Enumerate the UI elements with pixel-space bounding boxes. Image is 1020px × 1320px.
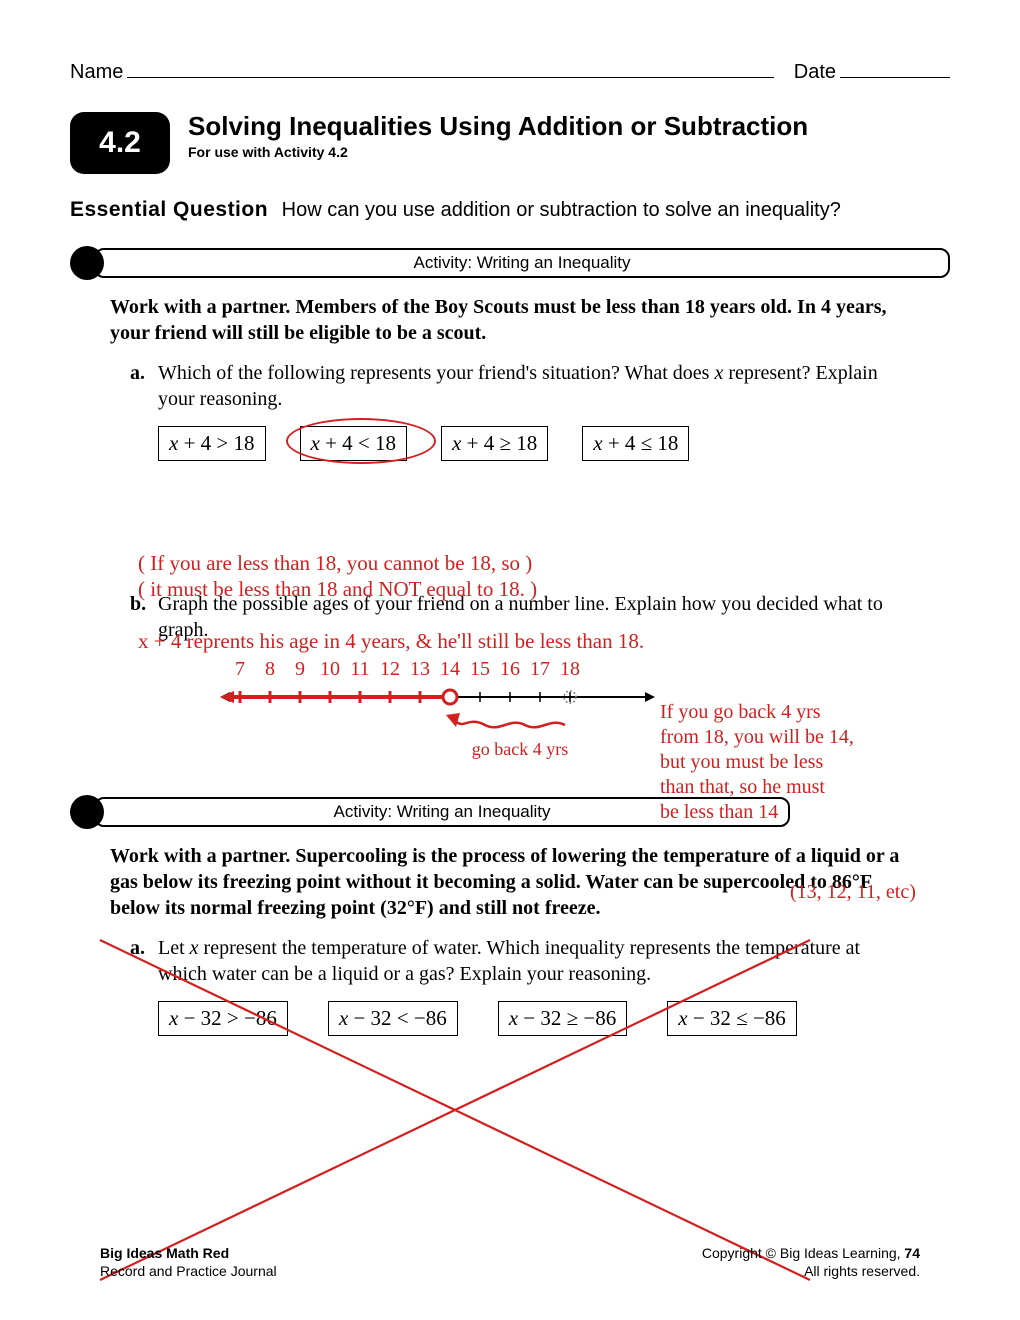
option2-3: x − 32 ≥ −86: [498, 1001, 628, 1036]
option2-1: x − 32 > −86: [158, 1001, 288, 1036]
name-label: Name: [70, 61, 123, 84]
activity2-title: Activity: Writing an Inequality: [94, 797, 790, 827]
name-blank[interactable]: [127, 60, 773, 78]
svg-text:9: 9: [295, 658, 305, 680]
activity2-a-text: Let x represent the temperature of water…: [158, 935, 910, 987]
svg-text:12: 12: [380, 658, 400, 680]
svg-text:15: 15: [470, 658, 490, 680]
essential-question: Essential Question How can you use addit…: [70, 196, 950, 224]
option-3: x + 4 ≥ 18: [441, 426, 548, 461]
date-blank[interactable]: [840, 60, 950, 78]
date-label: Date: [794, 61, 836, 84]
activity1-a: a. Which of the following represents you…: [130, 360, 910, 412]
hand-note-1a-line2: x + 4 reprents his age in 4 years, & he'…: [138, 628, 968, 654]
option-1: x + 4 > 18: [158, 426, 266, 461]
number-line: 789 10 11 12 13 14 15 16 17 18: [220, 655, 660, 765]
hand-note-1b-extra: (13, 12, 11, etc): [790, 880, 916, 905]
option-4: x + 4 ≤ 18: [582, 426, 689, 461]
svg-text:go back 4 yrs: go back 4 yrs: [472, 739, 568, 759]
activity1-a-letter: a.: [130, 360, 158, 412]
section-title: Solving Inequalities Using Addition or S…: [188, 112, 808, 142]
essential-label: Essential Question: [70, 198, 268, 221]
page-footer: Big Ideas Math Red Record and Practice J…: [100, 1244, 920, 1280]
svg-text:13: 13: [410, 658, 430, 680]
svg-text:10: 10: [320, 658, 340, 680]
svg-text:14: 14: [440, 658, 460, 680]
activity1-intro: Work with a partner. Members of the Boy …: [110, 294, 910, 346]
footer-rights: All rights reserved.: [804, 1263, 920, 1279]
footer-left: Big Ideas Math Red Record and Practice J…: [100, 1244, 277, 1280]
option2-4: x − 32 ≤ −86: [667, 1001, 797, 1036]
activity1-a-options: x + 4 > 18 x + 4 < 18 x + 4 ≥ 18 x + 4 ≤…: [158, 426, 950, 461]
footer-right: Copyright © Big Ideas Learning, 74 All r…: [702, 1244, 920, 1280]
activity2-a-options: x − 32 > −86 x − 32 < −86 x − 32 ≥ −86 x…: [158, 1001, 950, 1036]
footer-book: Big Ideas Math Red: [100, 1245, 229, 1261]
activity1-bar: Activity: Writing an Inequality: [70, 246, 950, 280]
svg-text:7: 7: [235, 658, 245, 680]
activity1-title: Activity: Writing an Inequality: [94, 248, 950, 278]
number-line-svg: 789 10 11 12 13 14 15 16 17 18: [220, 655, 660, 765]
hand-note-1a-paren: ( If you are less than 18, you cannot be…: [138, 550, 958, 603]
svg-text:11: 11: [350, 658, 369, 680]
option-2: x + 4 < 18: [300, 426, 408, 461]
activity1-a-text: Which of the following represents your f…: [158, 360, 910, 412]
svg-text:16: 16: [500, 658, 520, 680]
footer-copyright: Copyright © Big Ideas Learning, 74: [702, 1245, 920, 1261]
section-number-badge: 4.2: [70, 112, 170, 174]
activity2-a-letter: a.: [130, 935, 158, 987]
name-date-row: Name Date: [70, 60, 950, 84]
activity2-a: a. Let x represent the temperature of wa…: [130, 935, 910, 987]
essential-text: How can you use addition or subtraction …: [282, 199, 841, 221]
footer-journal: Record and Practice Journal: [100, 1263, 277, 1279]
option2-2: x − 32 < −86: [328, 1001, 458, 1036]
svg-text:8: 8: [265, 658, 275, 680]
section-subtitle: For use with Activity 4.2: [188, 144, 808, 160]
section-header: 4.2 Solving Inequalities Using Addition …: [70, 112, 950, 174]
section-title-block: Solving Inequalities Using Addition or S…: [188, 112, 808, 160]
svg-text:18: 18: [560, 658, 580, 680]
svg-text:17: 17: [530, 658, 550, 680]
activity2-bar: Activity: Writing an Inequality: [70, 795, 790, 829]
